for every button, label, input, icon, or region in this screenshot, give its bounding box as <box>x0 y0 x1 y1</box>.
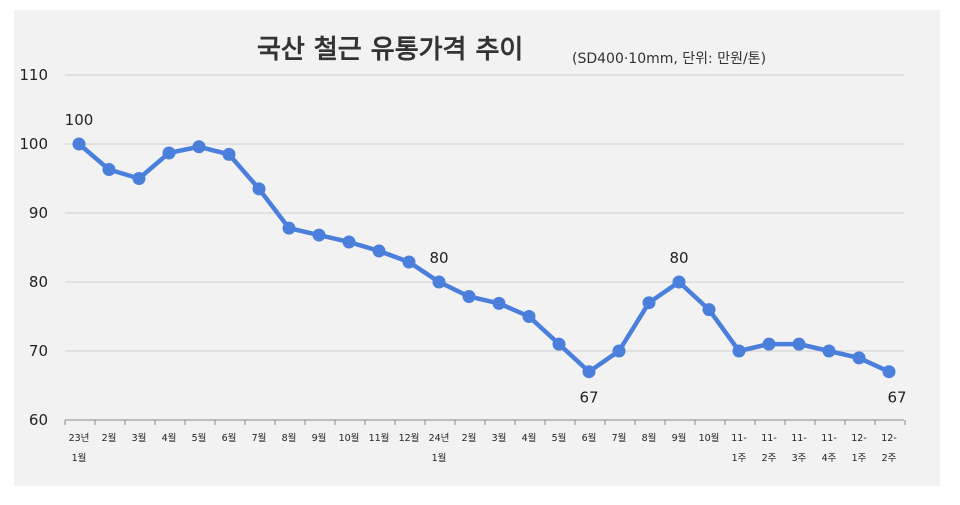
x-tick-label: 1월 <box>432 452 447 464</box>
x-tick-label: 12- <box>851 433 867 444</box>
data-labels: 100 80 67 80 67 <box>65 111 907 407</box>
y-tick-label: 90 <box>29 204 48 222</box>
x-tick-label: 12- <box>881 433 897 444</box>
chart-title: 국산 철근 유통가격 추이 <box>257 35 523 65</box>
data-point <box>552 337 566 351</box>
axes <box>64 419 906 425</box>
data-point <box>282 221 296 235</box>
y-tick-label: 80 <box>29 273 48 291</box>
data-point <box>822 344 836 358</box>
data-label: 67 <box>887 389 906 407</box>
data-point <box>342 235 356 249</box>
y-axis-ticks: 60 70 80 90 100 110 <box>19 66 48 429</box>
x-tick-label: 4월 <box>162 432 177 444</box>
data-point <box>762 337 776 351</box>
data-point <box>222 147 236 161</box>
data-point <box>882 365 896 379</box>
data-point <box>852 351 866 365</box>
x-tick-label: 2월 <box>102 432 117 444</box>
x-tick-label: 7월 <box>612 432 627 444</box>
y-tick-label: 110 <box>19 66 48 84</box>
y-tick-label: 60 <box>29 411 48 429</box>
x-tick-label: 3주 <box>792 453 807 464</box>
data-point <box>132 172 146 185</box>
data-label: 100 <box>65 111 94 129</box>
x-tick-label: 6월 <box>222 432 237 444</box>
x-tick-label: 6월 <box>582 432 597 444</box>
data-label: 80 <box>669 249 688 267</box>
data-point <box>162 146 176 160</box>
data-point <box>702 303 716 317</box>
x-tick-label: 11월 <box>369 432 390 444</box>
data-point <box>402 255 416 269</box>
y-tick-label: 70 <box>29 342 48 360</box>
data-point <box>732 344 746 358</box>
data-point <box>252 182 266 196</box>
data-point <box>192 140 206 154</box>
x-tick-label: 11- <box>821 433 837 444</box>
data-point <box>582 365 596 379</box>
x-tick-label: 11- <box>791 433 807 444</box>
series-line <box>76 141 892 374</box>
x-tick-label: 1월 <box>72 452 87 464</box>
data-point <box>312 228 326 242</box>
data-label: 80 <box>429 249 448 267</box>
x-tick-label: 9월 <box>312 432 327 444</box>
data-point <box>792 337 806 351</box>
x-tick-label: 7월 <box>252 432 267 444</box>
chart-panel <box>14 10 940 486</box>
chart-subtitle: (SD400·10mm, 단위: 만원/톤) <box>572 51 766 67</box>
x-tick-label: 8월 <box>642 432 657 444</box>
x-tick-label: 4주 <box>822 453 837 464</box>
x-tick-label: 12월 <box>399 432 420 444</box>
x-tick-label: 4월 <box>522 432 537 444</box>
data-point <box>372 244 386 258</box>
x-tick-label: 11- <box>761 433 777 444</box>
x-tick-label: 24년 <box>429 433 450 444</box>
x-tick-label: 9월 <box>672 432 687 444</box>
data-point <box>462 289 476 303</box>
y-tick-label: 100 <box>19 135 48 153</box>
x-tick-label: 10월 <box>339 432 360 444</box>
gridlines <box>65 74 904 352</box>
x-axis-ticks: 23년 1월 2월 3월 4월 5월 6월 7월 8월 9월 10월 11월 12월 24년 1월 2월 3월 4… <box>69 432 897 464</box>
x-tick-label: 1주 <box>852 453 867 464</box>
x-tick-label: 23년 <box>69 433 90 444</box>
x-tick-label: 1주 <box>732 453 747 464</box>
x-tick-label: 2주 <box>882 453 897 464</box>
data-point <box>642 296 656 310</box>
x-tick-label: 2월 <box>462 432 477 444</box>
data-point <box>72 137 86 151</box>
x-tick-label: 3월 <box>492 432 507 444</box>
data-point <box>432 275 446 289</box>
x-tick-label: 5월 <box>192 432 207 444</box>
x-tick-label: 11- <box>731 433 747 444</box>
data-label: 67 <box>579 389 598 407</box>
x-tick-label: 3월 <box>132 432 147 444</box>
x-tick-label: 2주 <box>762 453 777 464</box>
x-tick-label: 8월 <box>282 432 297 444</box>
data-point <box>672 275 686 289</box>
series <box>72 137 896 379</box>
data-point <box>612 344 626 358</box>
data-point <box>492 296 506 310</box>
x-tick-label: 5월 <box>552 432 567 444</box>
data-point <box>102 163 116 177</box>
data-point <box>522 310 536 323</box>
x-tick-label: 10월 <box>699 432 720 444</box>
